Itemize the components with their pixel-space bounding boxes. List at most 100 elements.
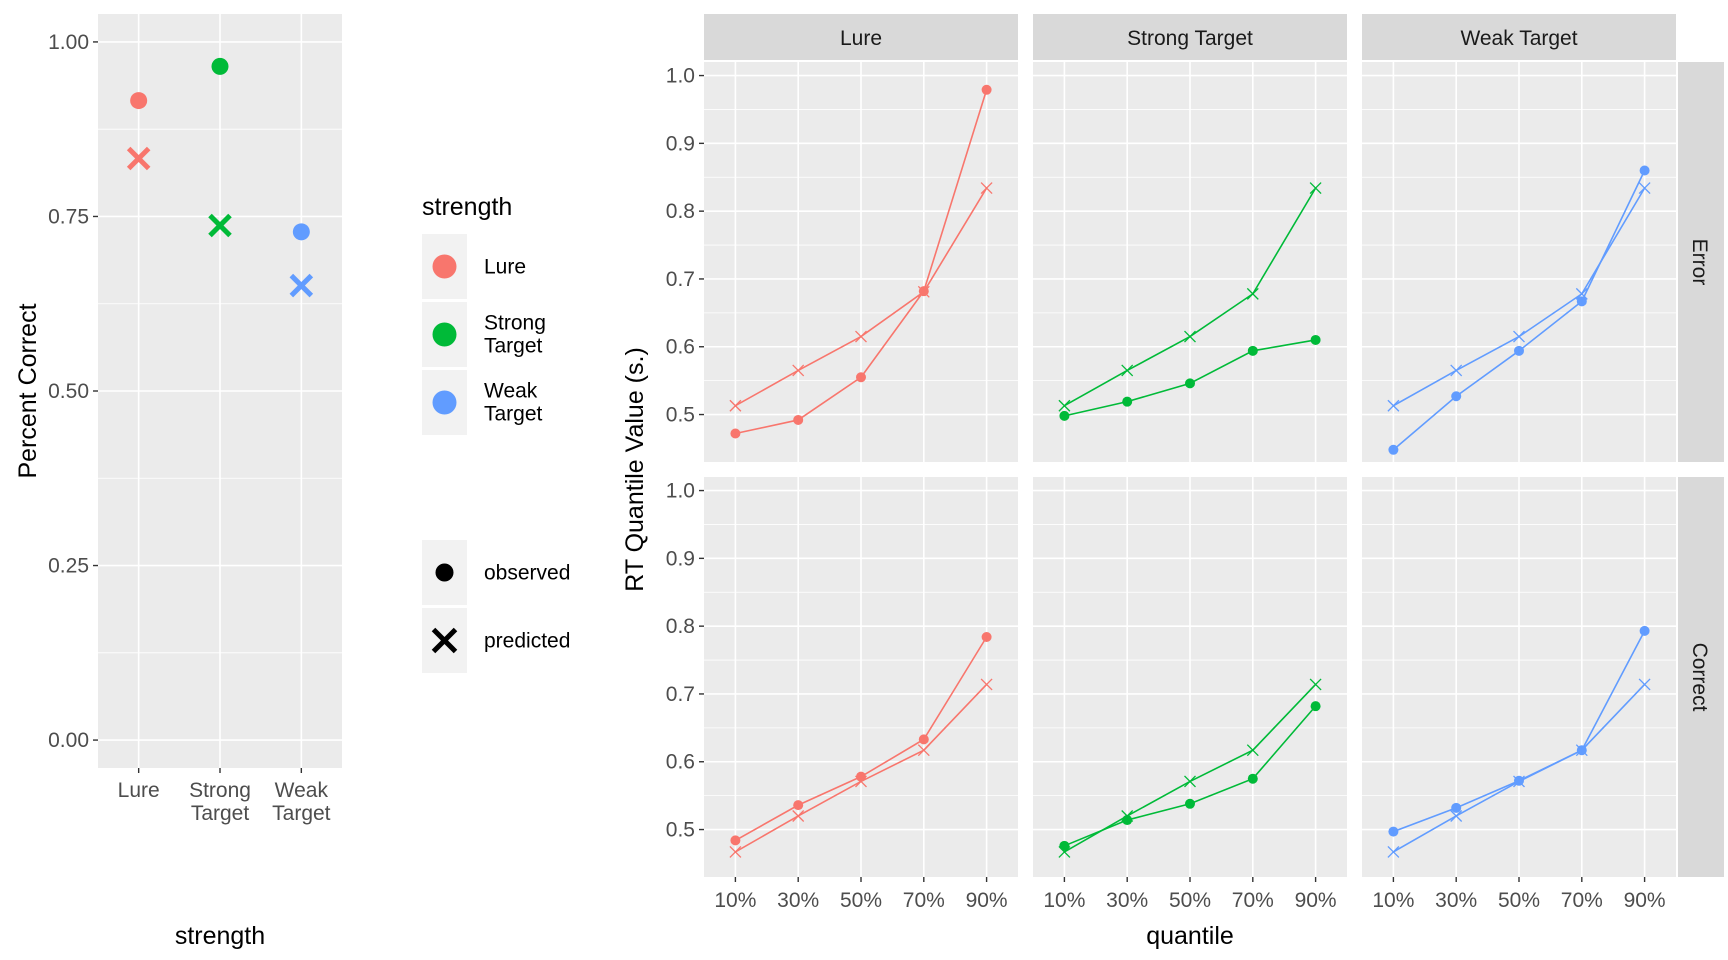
- x-tick-label: 10%: [1043, 889, 1085, 912]
- facet-panel: [704, 477, 1018, 877]
- predicted-point: [1638, 182, 1651, 195]
- x-tick-label: 70%: [1232, 889, 1274, 912]
- observed-point: [981, 632, 992, 642]
- observed-point: [1059, 410, 1070, 421]
- y-tick-label: 0.25: [48, 555, 89, 578]
- x-tick-label: Lure: [118, 779, 160, 802]
- y-axis-title: RT Quantile Value (s.): [621, 347, 649, 592]
- legend-label: Weak Target: [484, 380, 543, 426]
- x-tick-label: 30%: [777, 889, 819, 912]
- observed-point: [211, 57, 229, 75]
- legend-label: Strong Target: [484, 312, 546, 358]
- x-tick-label: 90%: [1295, 889, 1337, 912]
- observed-point: [1639, 165, 1650, 176]
- observed-point: [130, 92, 148, 110]
- y-tick-label: 0.5: [666, 404, 695, 427]
- y-tick-label: 0.8: [666, 615, 695, 638]
- x-tick-label: 90%: [966, 889, 1008, 912]
- legend: strength Lure Strong Target Weak Target observ…: [422, 193, 570, 673]
- y-tick-label: 0.5: [666, 819, 695, 842]
- legend-color-dot: [432, 254, 457, 279]
- observed-point: [730, 428, 741, 439]
- observed-point: [1247, 345, 1258, 356]
- y-tick-label: 0.6: [666, 336, 695, 359]
- y-tick-label: 0.7: [666, 683, 695, 706]
- observed-point: [1576, 296, 1587, 307]
- x-tick-label: Weak Target: [272, 779, 331, 825]
- predicted-point: [1058, 399, 1071, 412]
- predicted-point: [1638, 678, 1651, 691]
- y-tick-label: 1.0: [666, 65, 695, 88]
- observed-point: [1451, 391, 1462, 402]
- x-tick-label: 30%: [1435, 889, 1477, 912]
- observed-point: [856, 771, 866, 782]
- predicted-point: [1387, 399, 1400, 412]
- y-tick-label: 0.00: [48, 729, 89, 752]
- observed-point: [1514, 345, 1524, 356]
- x-tick-label: 70%: [903, 889, 945, 912]
- observed-point: [1059, 840, 1070, 851]
- rt-quantile-plot: Lure Strong Target Weak Target Error Correct…: [621, 14, 1724, 950]
- observed-point: [292, 223, 310, 241]
- facet-panel: [1362, 477, 1676, 877]
- predicted-point: [1184, 775, 1196, 788]
- observed-point: [918, 734, 929, 745]
- legend-color-dot: [432, 322, 457, 347]
- observed-point: [1388, 826, 1399, 837]
- observed-point: [793, 800, 804, 811]
- x-tick-label: 10%: [714, 889, 756, 912]
- predicted-point: [1513, 330, 1525, 343]
- observed-point: [1451, 802, 1462, 813]
- predicted-point: [855, 330, 867, 343]
- observed-point: [1247, 773, 1258, 784]
- observed-point: [1185, 798, 1195, 809]
- predicted-point: [1309, 678, 1322, 691]
- observed-point: [981, 84, 992, 95]
- observed-point: [730, 835, 741, 846]
- x-tick-label: Strong Target: [189, 779, 251, 825]
- facet-strip-label: Lure: [840, 27, 882, 50]
- x-tick-label: 70%: [1561, 889, 1603, 912]
- facet-strip-label: Weak Target: [1460, 27, 1577, 50]
- facet-strip-row: [1678, 477, 1724, 877]
- observed-point: [918, 286, 929, 297]
- observed-point: [793, 414, 804, 425]
- y-tick-label: 0.6: [666, 751, 695, 774]
- y-tick-label: 1.00: [48, 31, 89, 54]
- facet-strip-column: [1362, 14, 1676, 60]
- x-tick-label: 50%: [1169, 889, 1211, 912]
- predicted-point: [1387, 845, 1400, 858]
- y-tick-label: 0.8: [666, 200, 695, 223]
- predicted-point: [1450, 364, 1463, 377]
- percent-correct-plot: 0.00 0.25 0.50 0.75 1.00 Lure Strong Target Weak…: [14, 14, 342, 950]
- predicted-point: [1575, 287, 1588, 300]
- facet-strip-column: [1033, 14, 1347, 60]
- observed-point: [1310, 334, 1321, 345]
- observed-point: [1388, 444, 1399, 455]
- predicted-point: [289, 273, 314, 298]
- predicted-point: [1246, 287, 1259, 300]
- legend-label: predicted: [484, 630, 570, 653]
- x-tick-label: 50%: [840, 889, 882, 912]
- observed-point: [1310, 701, 1321, 712]
- x-axis-title: strength: [175, 922, 265, 950]
- observed-point: [1122, 396, 1133, 407]
- observed-point: [856, 372, 866, 383]
- y-tick-label: 0.50: [48, 380, 89, 403]
- y-tick-label: 0.7: [666, 268, 695, 291]
- predicted-point: [729, 845, 742, 858]
- facet-panel: [1362, 62, 1676, 462]
- facet-panel: [1033, 62, 1347, 462]
- predicted-point: [792, 364, 805, 377]
- legend-predicted-symbol: [431, 627, 458, 654]
- legend-label: Lure: [484, 256, 526, 279]
- facet-strip-label: Correct: [1688, 643, 1711, 712]
- observed-point: [1514, 775, 1524, 786]
- observed-point: [1122, 815, 1133, 826]
- predicted-point: [729, 399, 742, 412]
- predicted-point: [917, 744, 930, 757]
- predicted-point: [792, 810, 805, 822]
- y-axis-title: Percent Correct: [14, 303, 42, 478]
- legend-color-dot: [432, 390, 457, 415]
